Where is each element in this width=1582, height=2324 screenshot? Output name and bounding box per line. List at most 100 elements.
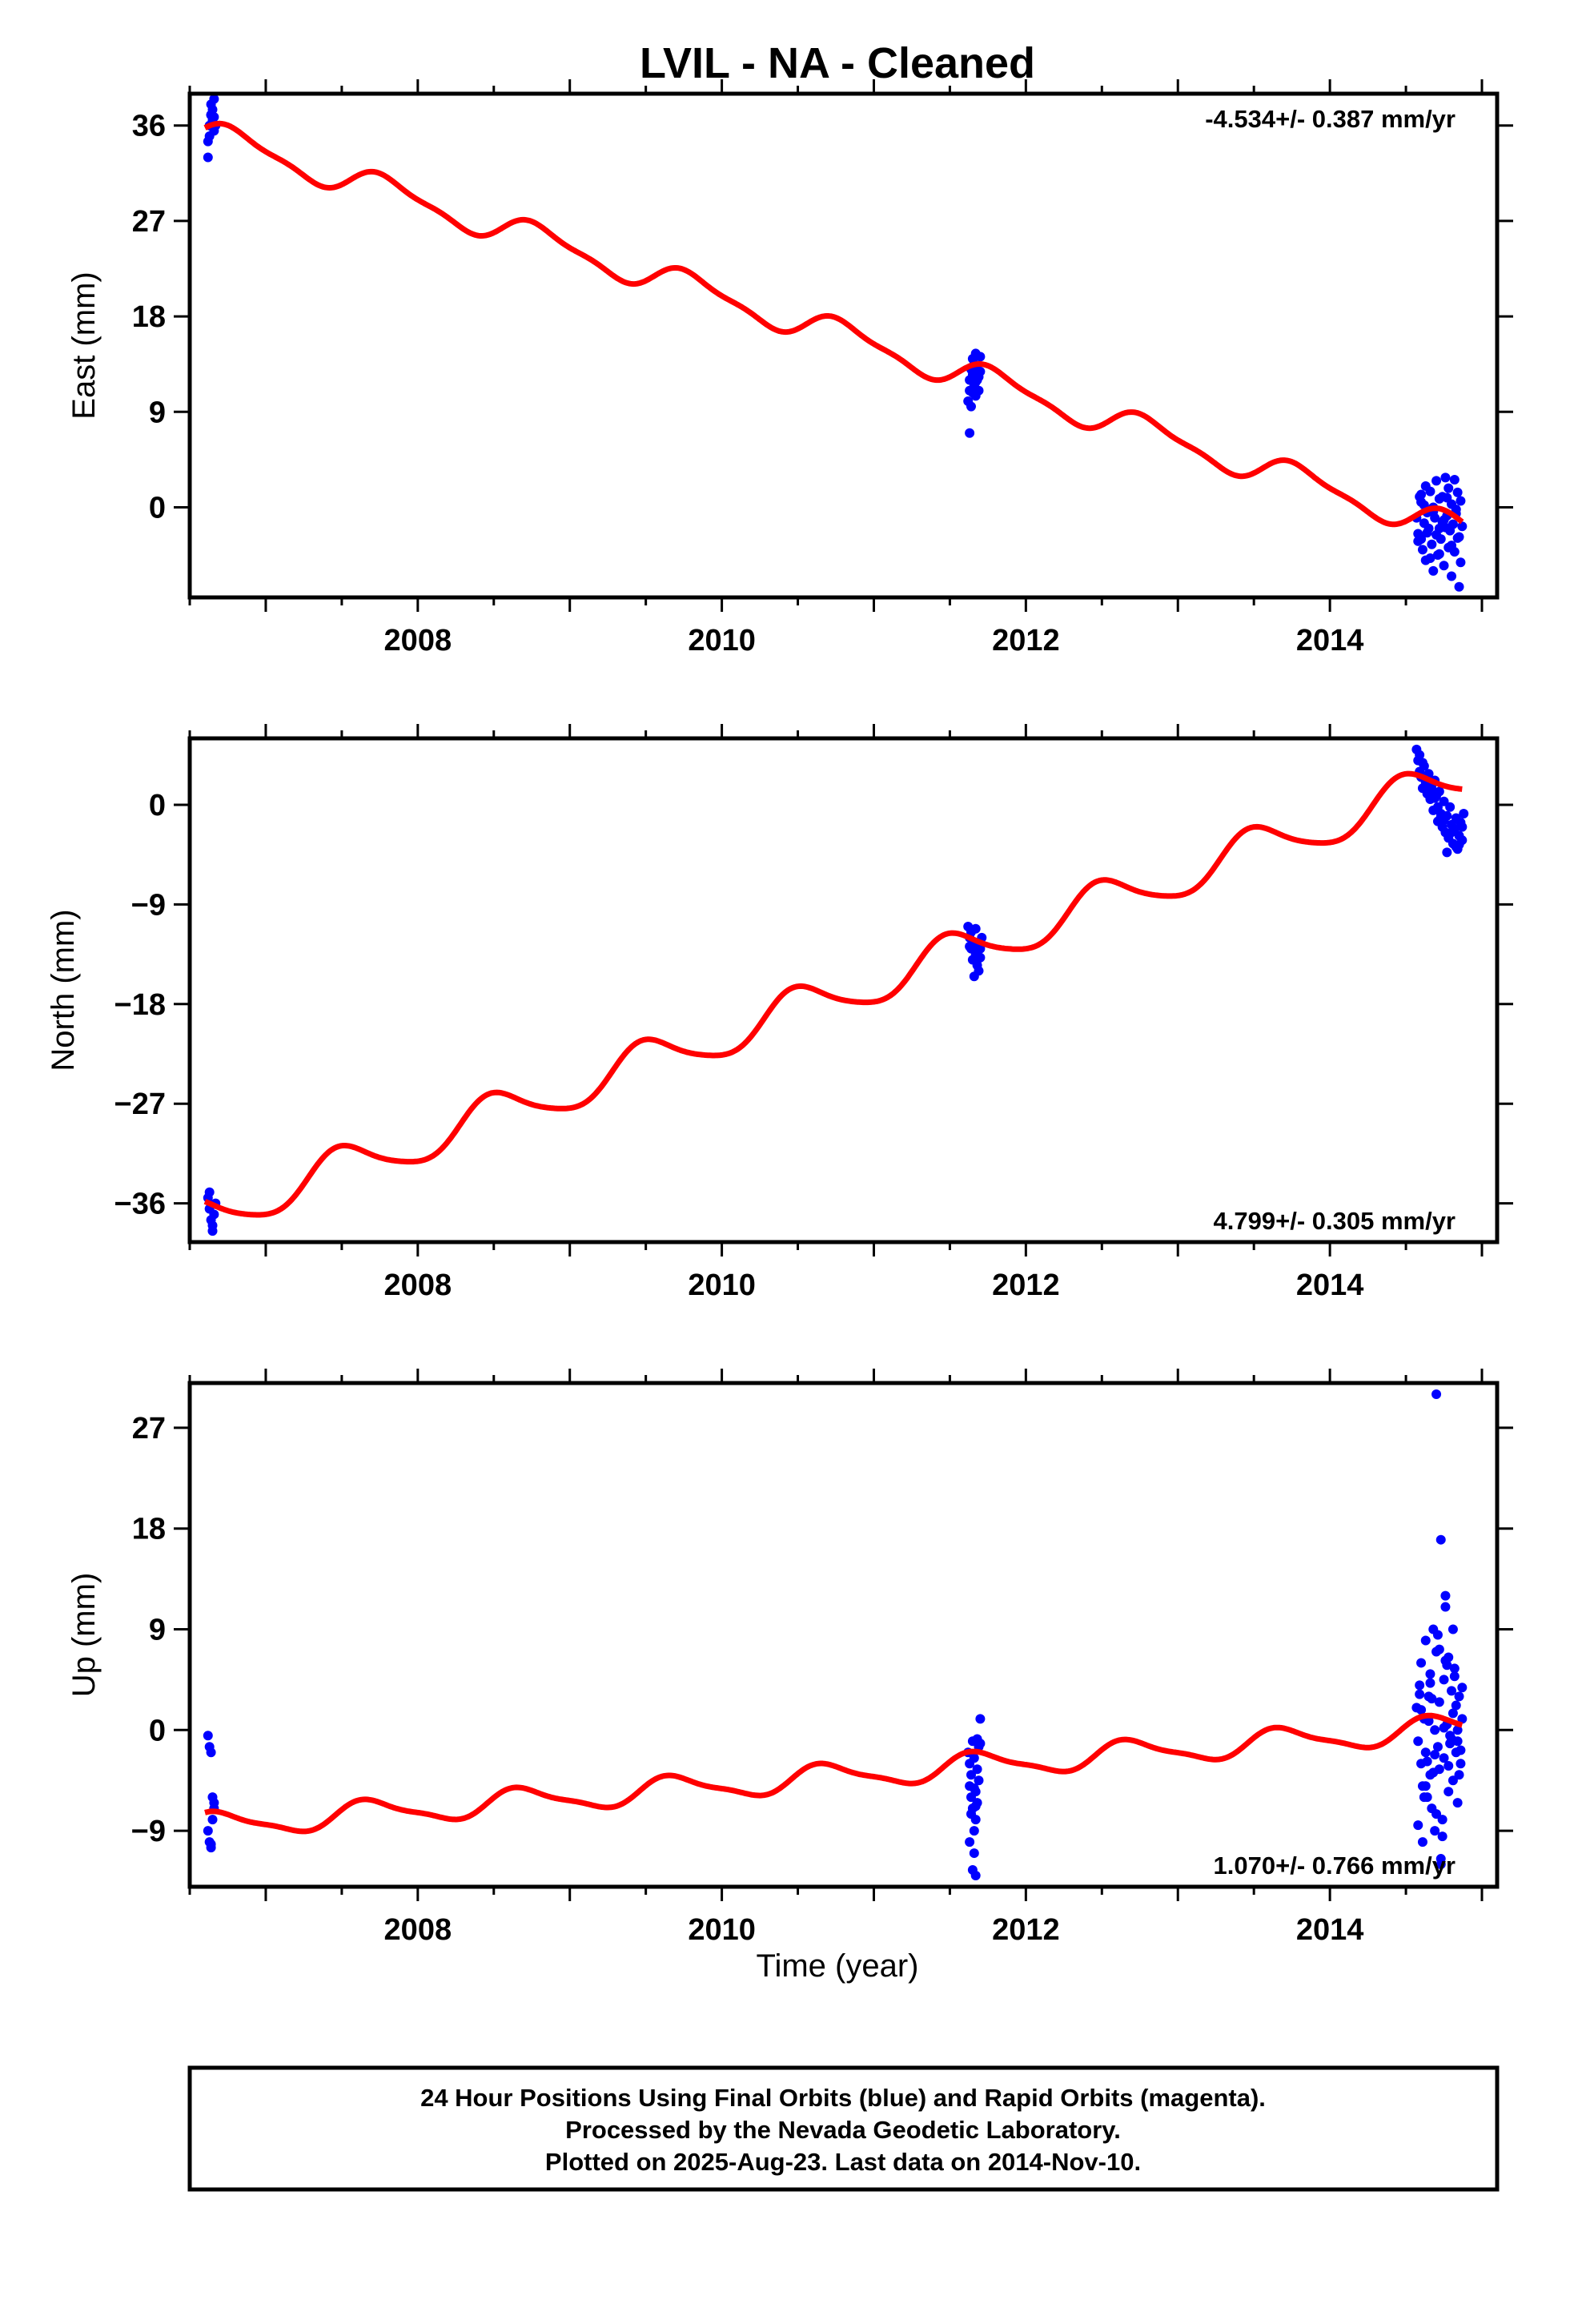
y-axis-label: East (mm) <box>66 271 102 419</box>
data-point <box>1415 1689 1425 1699</box>
north-panel: 2008 2010 2012 2014 −36 −27 −18 −9 0 North (mm) 4.… <box>46 724 1513 1302</box>
data-point <box>1440 472 1451 483</box>
data-point <box>1459 809 1469 819</box>
x-tick-label: 2010 <box>688 624 756 657</box>
y-tick-label: −18 <box>114 988 166 1022</box>
x-tick-label: 2014 <box>1296 1269 1364 1302</box>
data-point <box>1439 561 1449 571</box>
data-point <box>1457 1714 1468 1724</box>
data-point <box>203 1826 213 1836</box>
x-tick-label: 2008 <box>384 624 452 657</box>
y-tick-label: 18 <box>132 1513 166 1546</box>
data-point <box>1449 475 1460 485</box>
page-title: LVIL - NA - Cleaned <box>640 39 1035 87</box>
data-point <box>975 943 986 954</box>
data-point <box>209 112 219 123</box>
data-point <box>1417 1837 1427 1848</box>
x-tick-label: 2010 <box>688 1269 756 1302</box>
data-point <box>969 1848 979 1859</box>
data-point <box>1456 1759 1466 1769</box>
data-point <box>1439 1753 1449 1763</box>
data-point <box>1452 1725 1463 1735</box>
footer-line-3: Plotted on 2025-Aug-23. Last data on 201… <box>545 2148 1141 2176</box>
data-point <box>970 1871 981 1881</box>
up-panel: 2008 2010 2012 2014 −9 0 9 18 27 Up (mm) 1.070+/- … <box>66 1369 1513 1947</box>
data-point <box>1434 1697 1444 1707</box>
footer-line-2: Processed by the Nevada Geodetic Laborat… <box>565 2116 1121 2144</box>
data-point <box>1437 1831 1447 1842</box>
data-point <box>1425 1678 1435 1688</box>
data-point <box>966 401 977 412</box>
data-point <box>1452 533 1463 543</box>
data-point <box>1447 1686 1457 1696</box>
data-point <box>966 1770 977 1780</box>
data-point <box>1440 1590 1451 1601</box>
data-point <box>1431 529 1442 540</box>
data-point <box>965 1837 975 1848</box>
data-point <box>1447 1775 1458 1786</box>
data-point <box>965 428 975 438</box>
data-point <box>1423 1716 1434 1727</box>
y-tick-label: 0 <box>149 491 166 525</box>
y-tick-label: −9 <box>131 1815 166 1848</box>
data-point <box>1445 802 1456 812</box>
data-point <box>1447 1708 1458 1719</box>
data-point <box>1442 493 1452 503</box>
data-point <box>1454 1691 1464 1702</box>
data-point <box>1413 536 1423 546</box>
x-tick-label: 2012 <box>992 624 1060 657</box>
model-curve <box>203 770 1464 1218</box>
data-point <box>204 1187 215 1197</box>
x-tick-label: 2014 <box>1296 1913 1364 1947</box>
data-point <box>1454 1770 1464 1780</box>
data-point <box>1425 553 1435 564</box>
data-point <box>1443 1761 1454 1771</box>
data-point <box>1430 1750 1440 1760</box>
data-point <box>972 1764 982 1775</box>
data-point <box>1447 826 1458 837</box>
data-point <box>1428 565 1439 576</box>
data-point <box>1430 793 1440 803</box>
data-point <box>1449 1671 1460 1682</box>
data-point <box>1422 528 1432 538</box>
data-point <box>1413 1820 1423 1831</box>
data-point <box>1447 541 1457 551</box>
y-tick-label: 0 <box>149 1714 166 1747</box>
model-curve <box>203 120 1464 528</box>
footer-line-1: 24 Hour Positions Using Final Orbits (bl… <box>420 2084 1266 2112</box>
data-point <box>970 923 981 934</box>
data-point <box>969 971 979 982</box>
data-point <box>209 1798 219 1808</box>
data-point <box>1454 581 1464 592</box>
data-point <box>1439 796 1449 806</box>
data-point <box>1434 549 1444 559</box>
y-tick-label: 0 <box>149 789 166 822</box>
data-point <box>1439 1675 1449 1685</box>
data-point <box>1440 522 1451 533</box>
data-point <box>1452 1736 1463 1747</box>
data-point <box>1443 1787 1454 1797</box>
data-point <box>1431 1809 1442 1819</box>
data-point <box>1430 1725 1440 1735</box>
y-tick-label: 9 <box>149 1614 166 1647</box>
data-point <box>1432 1630 1443 1640</box>
data-point <box>1416 1658 1427 1668</box>
data-point <box>1451 1700 1461 1711</box>
data-point <box>1432 802 1443 812</box>
data-point <box>1431 1389 1442 1399</box>
data-point <box>969 1783 979 1793</box>
data-point <box>1427 539 1437 549</box>
x-tick-label: 2012 <box>992 1269 1060 1302</box>
data-point <box>206 1839 216 1849</box>
data-point <box>1456 557 1466 568</box>
data-point <box>1452 487 1463 497</box>
data-point <box>1420 1635 1431 1646</box>
data-point <box>974 1775 984 1786</box>
data-point <box>1442 1660 1452 1671</box>
data-point <box>1457 1683 1468 1693</box>
data-point <box>206 1747 216 1758</box>
plot-area <box>203 94 1468 592</box>
data-point <box>1423 782 1434 792</box>
data-point <box>1442 847 1452 858</box>
